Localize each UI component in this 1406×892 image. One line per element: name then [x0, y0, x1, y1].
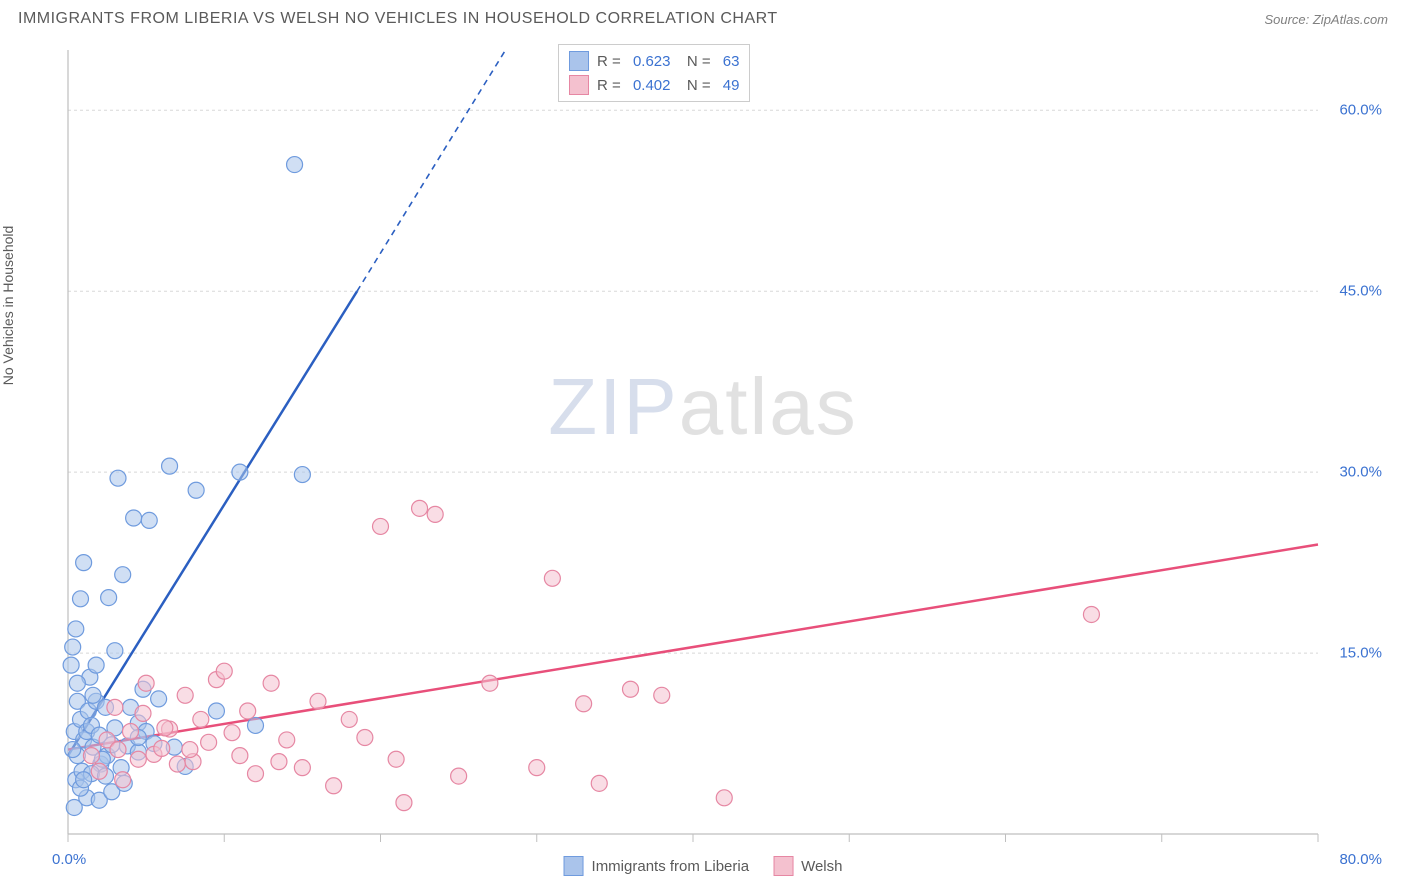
- y-tick-label: 30.0%: [1339, 464, 1382, 481]
- bottom-legend-item-welsh: Welsh: [773, 856, 842, 876]
- correlation-legend: R = 0.623 N = 63 R = 0.402 N = 49: [558, 44, 750, 102]
- chart-title: IMMIGRANTS FROM LIBERIA VS WELSH NO VEHI…: [18, 10, 778, 28]
- scatter-chart: [18, 40, 1388, 874]
- bottom-legend-swatch-liberia: [564, 856, 584, 876]
- bottom-legend-label-liberia: Immigrants from Liberia: [592, 858, 750, 875]
- bottom-legend-label-welsh: Welsh: [801, 858, 842, 875]
- y-axis-label: No Vehicles in Household: [0, 226, 16, 386]
- legend-r-label: R =: [597, 77, 625, 94]
- legend-row-welsh: R = 0.402 N = 49: [569, 73, 739, 97]
- y-tick-label: 45.0%: [1339, 283, 1382, 300]
- legend-n-value-liberia: 63: [723, 53, 740, 70]
- source-label: Source: ZipAtlas.com: [1264, 12, 1388, 27]
- chart-area: No Vehicles in Household ZIPatlas R = 0.…: [18, 40, 1388, 874]
- legend-n-label: N =: [678, 77, 714, 94]
- legend-r-value-welsh: 0.402: [633, 77, 671, 94]
- bottom-legend-item-liberia: Immigrants from Liberia: [564, 856, 750, 876]
- y-tick-label: 15.0%: [1339, 645, 1382, 662]
- bottom-legend-swatch-welsh: [773, 856, 793, 876]
- legend-r-value-liberia: 0.623: [633, 53, 671, 70]
- legend-row-liberia: R = 0.623 N = 63: [569, 49, 739, 73]
- y-tick-label: 60.0%: [1339, 102, 1382, 119]
- legend-swatch-welsh: [569, 75, 589, 95]
- x-axis-max-label: 80.0%: [1339, 851, 1382, 868]
- legend-n-label: N =: [678, 53, 714, 70]
- legend-r-label: R =: [597, 53, 625, 70]
- x-axis-min-label: 0.0%: [52, 851, 86, 868]
- bottom-legend: Immigrants from Liberia Welsh: [564, 856, 843, 876]
- legend-swatch-liberia: [569, 51, 589, 71]
- chart-header: IMMIGRANTS FROM LIBERIA VS WELSH NO VEHI…: [0, 0, 1406, 34]
- legend-n-value-welsh: 49: [723, 77, 740, 94]
